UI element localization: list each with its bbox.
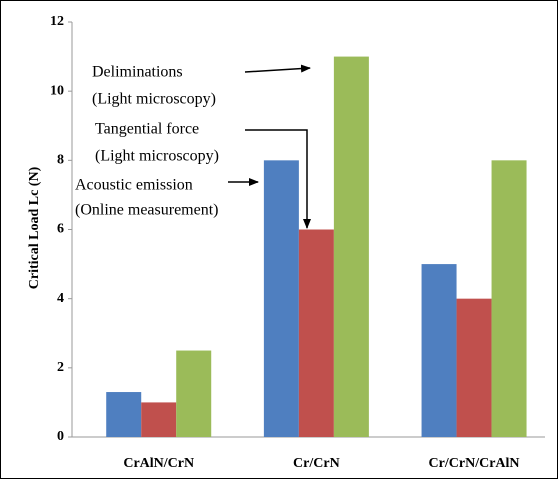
plot: 0 2 4 6 8 10 12 CrAlN/CrN Cr/CrN Cr/CrN/CrAlN	[50, 14, 545, 471]
y-tick-label: 12	[50, 14, 64, 29]
bar	[106, 392, 142, 437]
y-tick-label: 0	[57, 429, 64, 444]
annotation: Acoustic emission	[75, 177, 193, 194]
bar	[333, 56, 369, 437]
x-tick-label: CrAlN/CrN	[123, 456, 194, 471]
x-tick-label: Cr/CrN/CrAlN	[429, 456, 520, 471]
annotations: Deliminations (Light microscopy) Tangent…	[75, 64, 311, 229]
annotation: (Light microscopy)	[95, 148, 219, 165]
bar	[456, 298, 492, 437]
bar	[176, 350, 212, 437]
bar	[491, 160, 527, 438]
arrow	[244, 64, 311, 73]
arrow	[245, 129, 311, 229]
bar	[263, 160, 299, 438]
annotation: Tangential force	[95, 121, 199, 138]
annotation: Deliminations	[92, 64, 183, 81]
bar	[141, 402, 177, 437]
bar	[298, 229, 334, 437]
x-tick-label: Cr/CrN	[293, 456, 340, 471]
annotation: (Light microscopy)	[92, 91, 216, 108]
y-axis-label: Critical Load Lc (N)	[27, 166, 42, 289]
bar	[421, 264, 457, 437]
y-tick-label: 2	[57, 360, 64, 375]
y-tick-label: 8	[57, 153, 64, 168]
annotation: (Online measurement)	[75, 202, 219, 219]
y-tick-label: 4	[57, 291, 64, 306]
y-tick-label: 10	[50, 83, 64, 98]
y-tick-label: 6	[57, 222, 64, 237]
